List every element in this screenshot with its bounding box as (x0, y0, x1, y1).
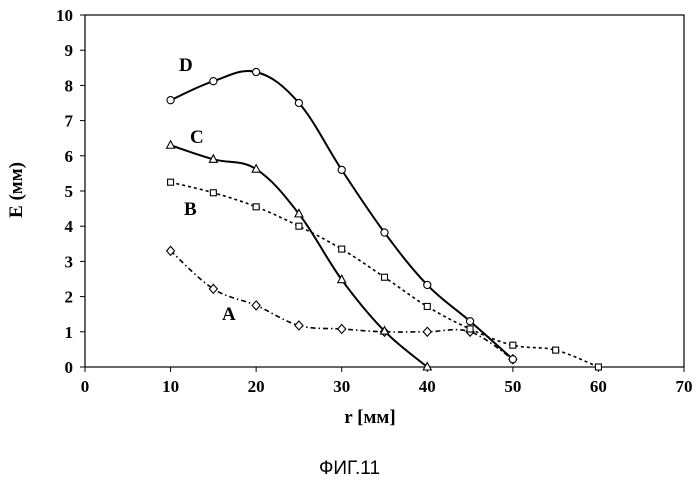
x-axis: 0 10 20 30 40 50 60 70 (81, 367, 693, 396)
y-tick-label: 2 (65, 288, 74, 307)
data-point-B (296, 223, 302, 229)
data-point-D (424, 281, 431, 288)
data-point-A (295, 321, 303, 330)
x-axis-title: r [мм] (344, 407, 395, 428)
y-tick-label: 9 (65, 41, 74, 60)
data-point-D (338, 166, 345, 173)
series-label-C: C (190, 127, 204, 148)
x-tick-label: 0 (81, 377, 90, 396)
y-axis-title: E (мм) (6, 162, 27, 218)
data-point-D (253, 68, 260, 75)
data-point-A (338, 324, 346, 333)
data-point-B (553, 347, 559, 353)
data-point-B (382, 274, 388, 280)
data-point-B (253, 204, 259, 210)
x-tick-label: 30 (333, 377, 350, 396)
data-point-D (210, 78, 217, 85)
data-point-B (510, 342, 516, 348)
data-point-D (381, 229, 388, 236)
x-tick-label: 50 (504, 377, 521, 396)
x-tick-label: 70 (676, 377, 693, 396)
data-point-A (252, 301, 260, 310)
y-tick-label: 7 (65, 112, 74, 131)
data-point-D (167, 97, 174, 104)
y-tick-label: 1 (65, 323, 74, 342)
y-tick-label: 4 (65, 217, 74, 236)
figure-caption: ФИГ.11 (0, 458, 699, 480)
x-tick-label: 20 (248, 377, 265, 396)
x-tick-label: 60 (590, 377, 607, 396)
data-point-B (595, 364, 601, 370)
y-tick-label: 5 (65, 182, 74, 201)
data-point-C (167, 141, 175, 149)
data-point-A (209, 284, 217, 293)
y-tick-label: 10 (56, 6, 73, 25)
data-point-D (295, 99, 302, 106)
data-point-A (423, 327, 431, 336)
y-tick-label: 0 (65, 358, 74, 377)
data-point-B (168, 179, 174, 185)
data-point-B (339, 246, 345, 252)
data-point-D (509, 356, 516, 363)
series-label-D: D (179, 55, 193, 76)
data-point-B (210, 190, 216, 196)
x-tick-label: 40 (419, 377, 436, 396)
y-tick-label: 8 (65, 76, 74, 95)
series-label-A: A (222, 304, 236, 325)
y-tick-label: 6 (65, 147, 74, 166)
plot-frame (85, 15, 684, 367)
data-point-B (467, 326, 473, 332)
series-label-B: B (184, 199, 197, 220)
y-tick-label: 3 (65, 252, 74, 271)
data-point-B (424, 303, 430, 309)
data-point-D (466, 318, 473, 325)
axes-frame (85, 15, 684, 367)
x-tick-label: 10 (162, 377, 179, 396)
y-axis: 0 1 2 3 4 5 6 7 8 9 10 (56, 6, 85, 377)
